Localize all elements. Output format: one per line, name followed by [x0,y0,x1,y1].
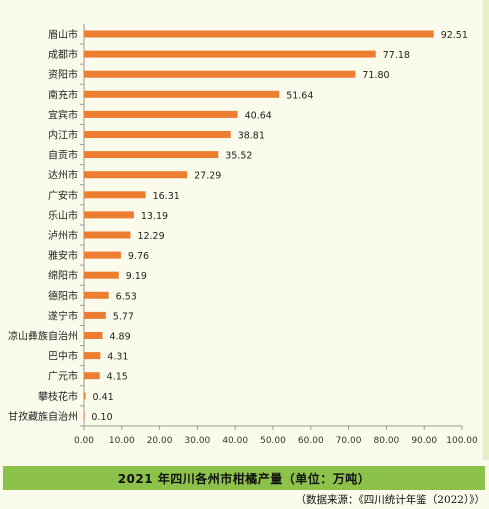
x-tick-label: 50.00 [260,436,286,446]
category-label: 甘孜藏族自治州 [8,410,78,423]
category-label: 巴中市 [48,350,78,363]
bar [84,392,86,400]
bar [84,332,103,339]
value-label: 77.18 [383,50,410,61]
value-label: 0.41 [93,392,114,403]
bar [84,191,146,199]
bar [84,211,134,219]
bar [84,372,100,380]
bar [84,412,85,420]
value-label: 9.19 [126,271,147,282]
value-label: 35.52 [225,151,252,162]
value-label: 38.81 [238,131,265,142]
category-label: 绵阳市 [48,269,78,282]
category-label: 宜宾市 [48,108,78,121]
category-label: 眉山市 [48,28,78,41]
x-tick-label: 100.00 [446,436,478,446]
value-label: 71.80 [362,70,389,81]
value-label: 16.31 [153,191,180,202]
category-label: 遂宁市 [48,309,78,322]
value-label: 4.15 [107,372,128,383]
bar [84,110,238,118]
category-label: 泸州市 [48,229,78,242]
x-tick-label: 10.00 [109,436,135,446]
category-label: 南充市 [48,88,78,101]
value-label: 9.76 [128,251,149,262]
value-label: 27.29 [194,171,221,182]
bar [84,251,121,259]
bar [84,151,219,159]
category-label: 乐山市 [48,209,78,222]
category-label: 自贡市 [48,149,78,162]
bar [84,131,231,138]
category-label: 内江市 [48,129,78,142]
bar [84,352,101,360]
category-label: 攀枝花市 [38,390,78,403]
value-label: 12.29 [137,231,164,242]
chart-caption: 2021 年四川各州市柑橘产量（单位：万吨） [3,466,485,490]
bar [84,231,131,239]
x-tick-label: 20.00 [147,436,173,446]
value-label: 6.53 [116,291,137,302]
category-label: 广元市 [48,370,78,383]
category-label: 达州市 [48,169,78,182]
category-label: 广安市 [48,189,78,202]
bar [84,50,376,58]
bar [84,70,356,78]
value-label: 4.89 [109,332,130,343]
bar [84,30,434,38]
bar [84,90,280,98]
value-label: 5.77 [113,311,134,322]
bar [84,171,188,179]
category-label: 资阳市 [48,68,78,81]
x-tick-label: 80.00 [374,436,400,446]
value-label: 92.51 [441,30,468,41]
bar [84,311,106,319]
x-tick-label: 30.00 [185,436,211,446]
bar [84,271,119,279]
bar-chart: 眉山市 92.51 成都市 77.18 资阳市 71.80 南充市 51.64 宜宾市 40.64… [8,24,478,446]
x-tick-label: 40.00 [222,436,248,446]
x-tick-label: 60.00 [298,436,324,446]
x-tick-label: 70.00 [336,436,362,446]
category-label: 德阳市 [48,289,78,302]
x-tick-label: 90.00 [411,436,437,446]
category-label: 雅安市 [48,249,78,262]
value-label: 0.10 [91,412,112,423]
bar [84,291,109,299]
category-label: 成都市 [48,48,78,61]
value-label: 51.64 [286,90,313,101]
category-label: 凉山彝族自治州 [8,330,78,343]
x-tick-label: 0.00 [74,436,94,446]
decorative-strip [483,0,489,460]
data-source-note: （数据来源：《四川统计年鉴（2022）》） [295,494,485,506]
value-label: 13.19 [141,211,168,222]
value-label: 4.31 [107,352,128,363]
value-label: 40.64 [245,110,272,121]
